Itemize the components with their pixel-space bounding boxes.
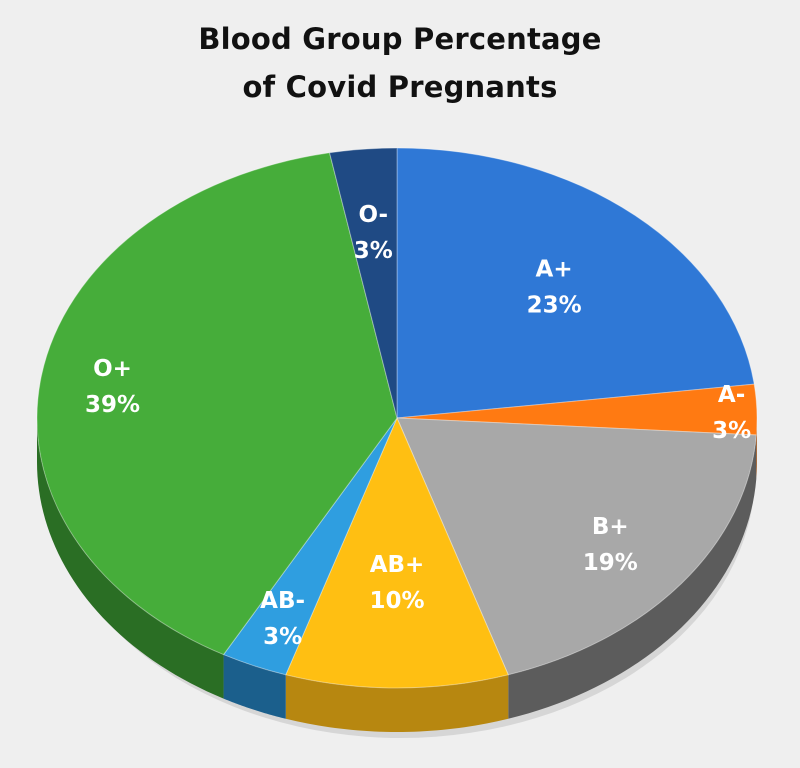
slice-label-o-negpos: O+	[93, 356, 132, 382]
pie-slice-o-negpos	[36, 152, 398, 656]
pie-slice-ab-negpos	[285, 416, 509, 689]
pie-side-b-negpos	[508, 434, 757, 719]
slice-label-ab-negpos: AB+	[370, 552, 425, 578]
slice-value-ab-neg: 3%	[263, 624, 302, 650]
pie-slice-b-negpos	[396, 417, 757, 676]
pie-slice-o-neg	[328, 147, 398, 419]
pie-side-o-negpos	[37, 418, 224, 699]
chart-title-line-2: of Covid Pregnants	[242, 70, 558, 104]
pie-slice-a-negpos	[396, 147, 755, 419]
slice-value-o-negpos: 39%	[85, 392, 140, 418]
chart-title-line-1: Blood Group Percentage	[198, 22, 602, 56]
pie-side-ab-negpos	[285, 674, 509, 732]
slice-label-a-negpos: A+	[536, 256, 573, 282]
pie-slice-ab-neg	[222, 417, 398, 676]
slice-value-a-negpos: 23%	[527, 292, 582, 318]
slice-label-ab-neg: AB-	[260, 588, 305, 614]
pie-side-ab-neg	[223, 654, 286, 719]
slice-value-ab-negpos: 10%	[369, 588, 424, 614]
slice-label-o-neg: O-	[359, 202, 389, 228]
slice-value-a-neg: 3%	[712, 418, 751, 444]
pie-side-a-neg	[756, 418, 757, 479]
slice-value-o-neg: 3%	[354, 238, 393, 264]
pie-slice-a-neg	[396, 383, 758, 436]
slice-label-a-neg: A-	[718, 382, 745, 408]
slice-label-b-negpos: B+	[592, 514, 629, 540]
slice-value-b-negpos: 19%	[583, 550, 638, 576]
